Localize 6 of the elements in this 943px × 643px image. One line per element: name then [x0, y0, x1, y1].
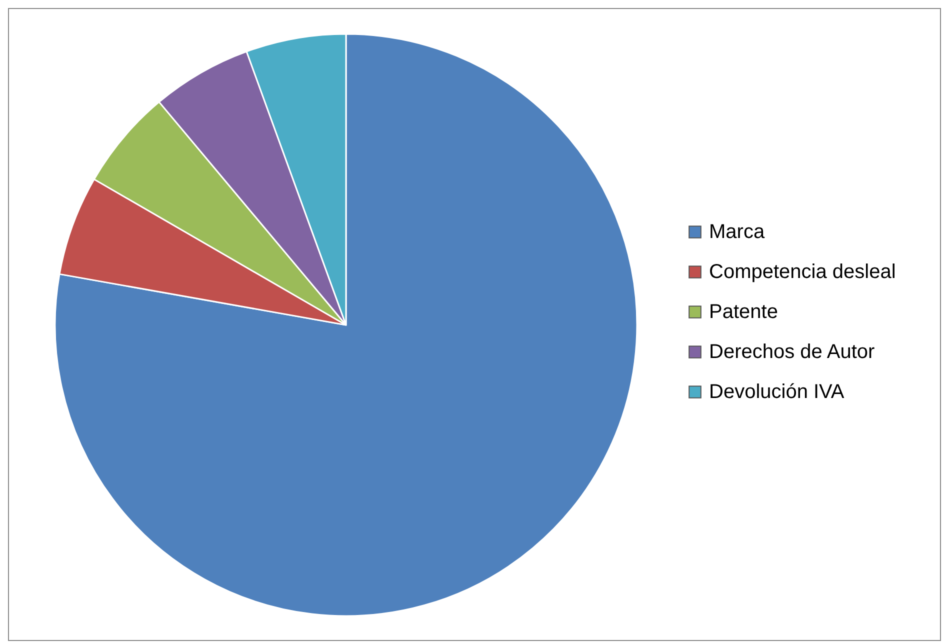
legend-label: Devolución IVA	[709, 381, 845, 403]
legend-label: Competencia desleal	[709, 261, 896, 283]
legend-label: Patente	[709, 301, 778, 323]
legend-label: Marca	[709, 221, 766, 243]
legend-label: Derechos de Autor	[709, 341, 875, 363]
pie-slice	[54, 33, 638, 616]
